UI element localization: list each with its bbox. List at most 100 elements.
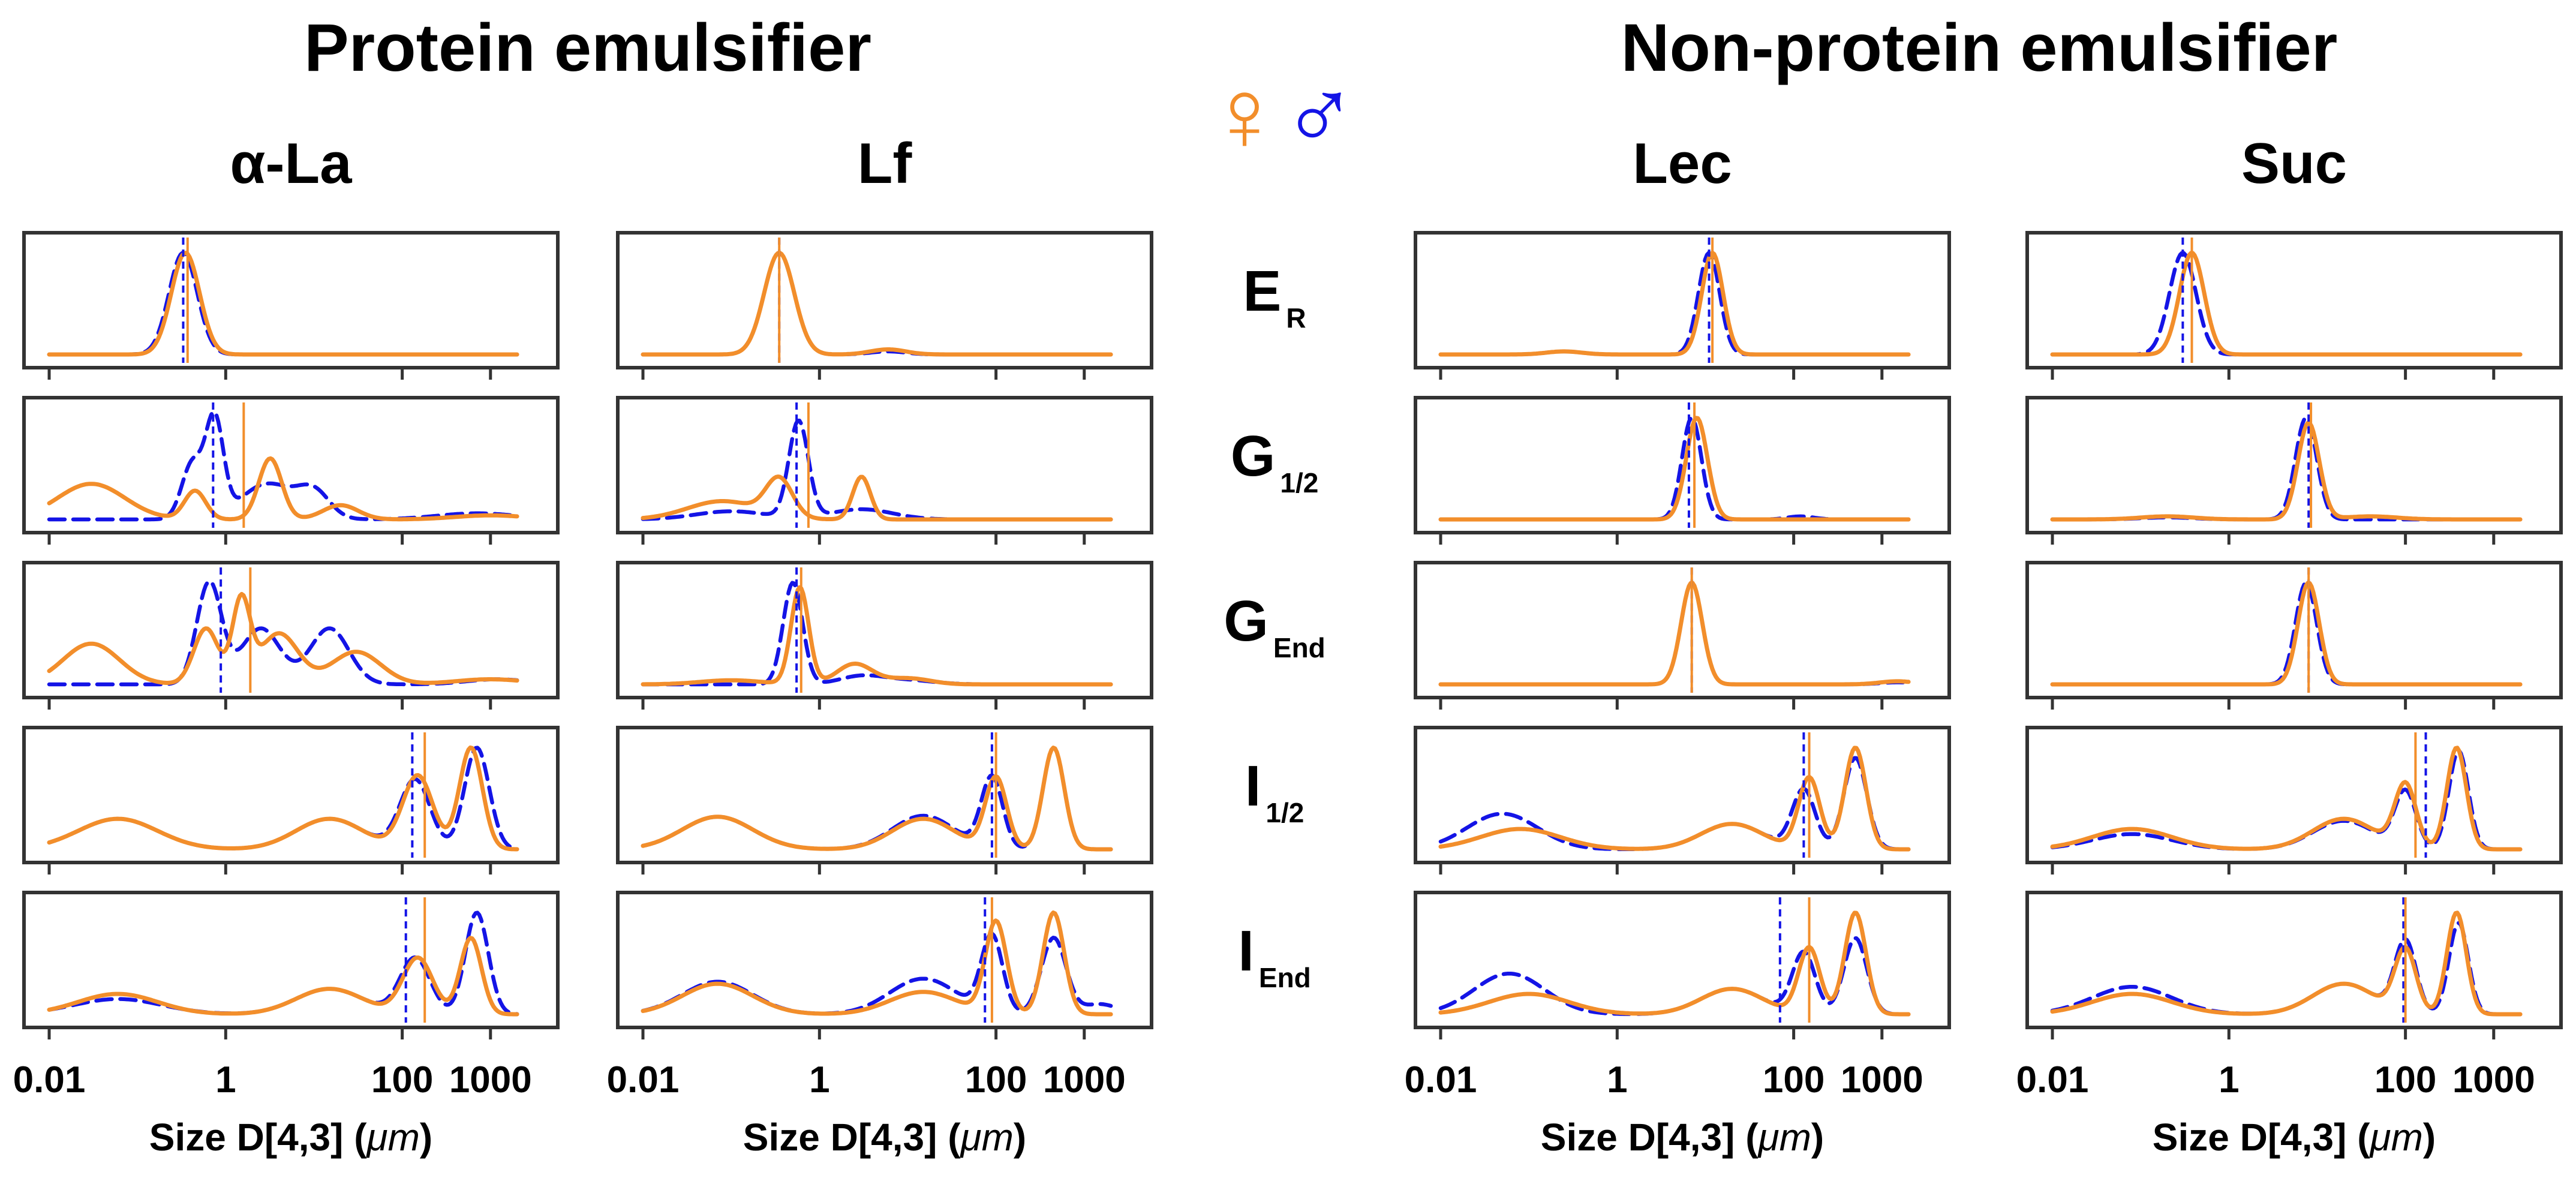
panel-lec-g12 <box>1414 396 1951 545</box>
panel-frame <box>2025 396 2563 534</box>
x-tick-label-100: 100 <box>1763 1059 1824 1101</box>
x-axis-label: Size D[4,3] (μm) <box>2153 1116 2436 1159</box>
panel-frame <box>2025 726 2563 864</box>
male-distribution-line <box>47 910 519 1016</box>
panel-lec-i12 <box>1414 726 1951 875</box>
male-distribution-line <box>2050 251 2523 357</box>
panel-suc-g12 <box>2025 396 2563 545</box>
panel-frame <box>22 561 560 699</box>
x-tick-label-1: 1 <box>809 1059 829 1101</box>
male-distribution-line <box>641 419 1113 522</box>
male-distribution-line <box>1438 581 1911 687</box>
x-tick-label-1: 1 <box>2219 1059 2239 1101</box>
x-tick-label-100: 100 <box>371 1059 433 1101</box>
panel-frame <box>2025 231 2563 369</box>
female-distribution-line <box>2050 420 2523 522</box>
female-distribution-line <box>641 474 1113 522</box>
x-tick-label-1: 1 <box>1607 1059 1627 1101</box>
x-tick-label-0.01: 0.01 <box>2016 1059 2089 1101</box>
panel-ala-gend <box>22 561 560 710</box>
x-tick-label-1000: 1000 <box>1043 1059 1126 1101</box>
panel-frame <box>616 891 1153 1029</box>
panel-ala-g12 <box>22 396 560 545</box>
female-distribution-line <box>47 745 519 852</box>
male-distribution-line <box>47 410 519 522</box>
male-symbol-icon: ♂ <box>1281 58 1358 172</box>
panel-frame <box>22 726 560 864</box>
column-title-ala: α-La <box>230 131 352 196</box>
panel-lf-iend <box>616 891 1153 1039</box>
x-tick-label-0.01: 0.01 <box>607 1059 680 1101</box>
female-distribution-line <box>1438 746 1911 852</box>
column-titles: α-La Lf Lec Suc <box>230 131 2347 196</box>
female-distribution-line <box>47 251 519 357</box>
panel-frame <box>616 561 1153 699</box>
x-tick-label-1: 1 <box>215 1059 236 1101</box>
panel-frame <box>616 231 1153 369</box>
male-distribution-line <box>641 581 1113 687</box>
row-label-i12: I 1/2 <box>1245 754 1304 828</box>
female-distribution-line <box>2050 746 2523 852</box>
panel-suc-gend <box>2025 561 2563 710</box>
female-distribution-line <box>641 585 1113 687</box>
panel-ala-er <box>22 231 560 380</box>
panel-lf-g12 <box>616 396 1153 545</box>
female-distribution-line <box>1438 581 1911 687</box>
column-title-lec: Lec <box>1633 131 1732 196</box>
male-distribution-line <box>2050 749 2523 852</box>
panel-ala-i12 <box>22 726 560 875</box>
female-distribution-line <box>1438 910 1911 1017</box>
female-distribution-line <box>47 936 519 1017</box>
panel-lf-er <box>616 231 1153 380</box>
x-tick-label-1000: 1000 <box>449 1059 532 1101</box>
protein-emulsifier-title: Protein emulsifier <box>304 10 871 85</box>
panel-suc-iend <box>2025 891 2563 1039</box>
female-distribution-line <box>2050 581 2523 687</box>
panel-lec-er <box>1414 231 1951 380</box>
male-distribution-line <box>1438 756 1911 852</box>
female-distribution-line <box>641 910 1113 1017</box>
female-distribution-line <box>641 746 1113 852</box>
female-distribution-line <box>2050 251 2523 357</box>
panel-suc-i12 <box>2025 726 2563 875</box>
female-distribution-line <box>2050 910 2523 1017</box>
panel-frame <box>616 396 1153 534</box>
panel-frame <box>1414 231 1951 369</box>
female-distribution-line <box>47 591 519 685</box>
x-tick-label-0.01: 0.01 <box>1405 1059 1477 1101</box>
panel-lec-gend <box>1414 561 1951 710</box>
x-axis-label: Size D[4,3] (μm) <box>149 1116 432 1159</box>
row-label-gend: G End <box>1224 589 1325 663</box>
female-distribution-line <box>47 456 519 522</box>
column-title-lf: Lf <box>858 131 913 196</box>
column-title-suc: Suc <box>2241 131 2347 196</box>
panel-frame <box>22 891 560 1029</box>
x-tick-label-100: 100 <box>2374 1059 2436 1101</box>
row-labels: E R G 1/2 G End I 1/2 I End <box>1224 259 1325 993</box>
x-axis-label: Size D[4,3] (μm) <box>743 1116 1026 1159</box>
non-protein-emulsifier-title: Non-protein emulsifier <box>1621 10 2338 85</box>
male-distribution-line <box>1438 251 1911 357</box>
panel-frame <box>1414 891 1951 1029</box>
panel-frame <box>1414 726 1951 864</box>
x-tick-label-1000: 1000 <box>2452 1059 2535 1101</box>
panel-frame <box>22 396 560 534</box>
x-axis-label: Size D[4,3] (μm) <box>1541 1116 1824 1159</box>
x-tick-label-1000: 1000 <box>1841 1059 1923 1101</box>
row-label-g12: G 1/2 <box>1231 424 1319 498</box>
panel-frame <box>1414 561 1951 699</box>
panel-frame <box>616 726 1153 864</box>
panel-suc-er <box>2025 231 2563 380</box>
male-distribution-line <box>47 251 519 357</box>
panel-frame <box>1414 396 1951 534</box>
x-tick-label-0.01: 0.01 <box>13 1059 86 1101</box>
row-label-iend: I End <box>1238 919 1311 993</box>
panel-frame <box>2025 891 2563 1029</box>
panel-frame <box>2025 561 2563 699</box>
panel-lf-i12 <box>616 726 1153 875</box>
panel-lf-gend <box>616 561 1153 710</box>
panel-frame <box>22 231 560 369</box>
